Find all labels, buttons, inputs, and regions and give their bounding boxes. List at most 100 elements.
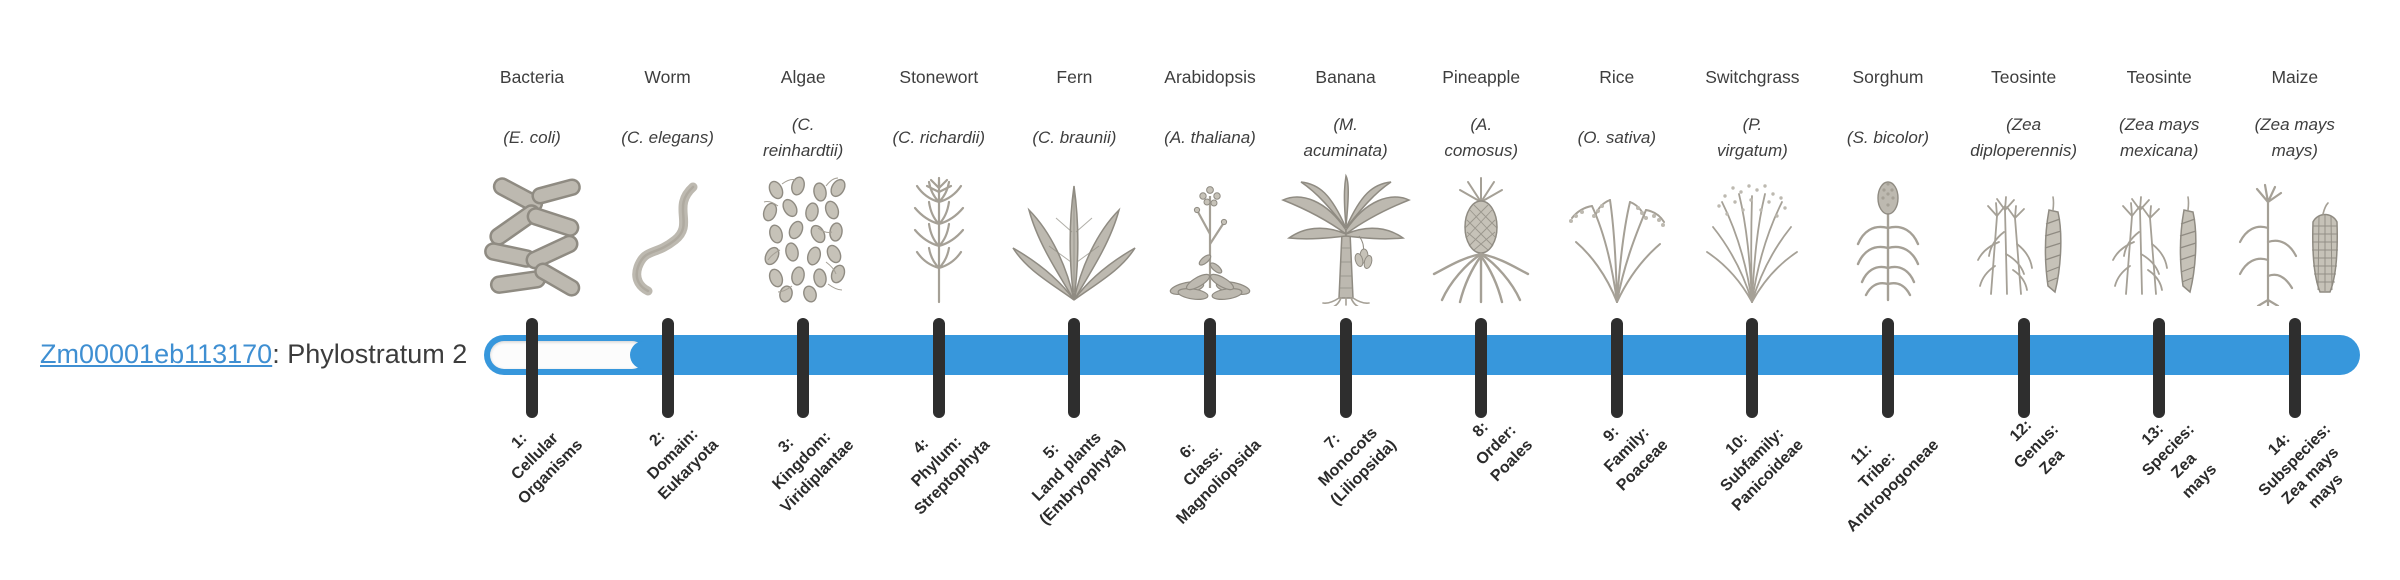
stratum-label-anchor: 1: Cellular Organisms [302, 404, 587, 508]
stratum-label: 8: Order: Poales [1469, 418, 1536, 486]
organism-common-name: Stonewort [899, 67, 979, 87]
timeline-tick [661, 318, 674, 418]
organism-scientific-name: (E. coli) [503, 128, 561, 147]
organism-column: Banana (M. acuminata) [1271, 62, 1421, 306]
teosinte-icon [1949, 172, 2099, 306]
rice-icon [1542, 172, 1692, 306]
organism-column: Sorghum (S. bicolor) [1813, 62, 1963, 306]
stratum-label: 13: Species: Zea mays [2139, 420, 2221, 502]
timeline-tick [526, 318, 538, 418]
organism-common-name: Teosinte [1991, 67, 2057, 87]
stratum-label: 14: Subspecies: Zea mays mays [2255, 420, 2347, 512]
timeline-tick [1746, 318, 1759, 418]
organism-common-name: Arabidopsis [1164, 67, 1256, 87]
organism-common-name: Banana [1315, 67, 1376, 87]
stratum-label: 11: Tribe: Andropogoneae [1843, 436, 1943, 536]
phylostratum-text: : Phylostratum 2 [272, 339, 468, 369]
organism-column: Teosinte (Zea diploperennis) [1949, 62, 2099, 306]
stratum-label-anchor: 14: Subspecies: Zea mays mays [2065, 404, 2346, 512]
stratum-label: 4: Phylum: Streptophyta [908, 433, 994, 519]
stratum-label: 9: Family: Poaceae [1600, 423, 1672, 495]
stratum-label-anchor: 13: Species: Zea mays [1929, 404, 2220, 502]
maize-icon [2220, 172, 2370, 306]
fern-icon [999, 172, 1149, 306]
teosinte-icon [2084, 172, 2234, 306]
timeline-tick [1475, 318, 1488, 418]
stratum-label-anchor: 6: Class: Magnoliopsida [980, 404, 1264, 528]
organism-common-name: Sorghum [1852, 67, 1924, 87]
organism-common-name: Teosinte [2126, 67, 2192, 87]
organism-scientific-name: (C. reinhardtii) [763, 115, 844, 160]
gene-phylostratum-label: Zm00001eb113170: Phylostratum 2 [40, 337, 467, 371]
stratum-label: 2: Domain: Eukaryota [644, 425, 723, 504]
stratum-label: 6: Class: Magnoliopsida [1173, 436, 1265, 528]
organism-scientific-name: (S. bicolor) [1846, 128, 1930, 147]
organism-common-name: Bacteria [499, 67, 565, 87]
stratum-label: 5: Land plants (Embryophyta) [1029, 429, 1129, 529]
organism-scientific-name: (A. thaliana) [1164, 128, 1256, 147]
organism-scientific-name: (C. braunii) [1032, 128, 1117, 147]
organism-common-name: Algae [780, 67, 826, 87]
organism-column: Arabidopsis (A. thaliana) [1135, 62, 1285, 306]
organism-common-name: Pineapple [1442, 67, 1521, 87]
worm-icon [593, 172, 743, 306]
stratum-label-anchor: 8: Order: Poales [1251, 404, 1535, 485]
stratum-label-anchor: 5: Land plants (Embryophyta) [844, 404, 1129, 528]
stratum-label-anchor: 11: Tribe: Andropogoneae [1658, 404, 1943, 536]
timeline-tick [1882, 318, 1894, 418]
organism-column: Stonewort (C. richardii) [864, 62, 1014, 306]
timeline-tick [2017, 318, 2030, 418]
stratum-label-anchor: 4: Phylum: Streptophyta [709, 404, 994, 519]
stratum-label-anchor: 12: Genus: Zea [1794, 404, 2068, 478]
stratum-label: 7: Monocots (Liliopsida) [1315, 424, 1401, 509]
stratum-label: 12: Genus: Zea [2007, 416, 2069, 478]
gene-link[interactable]: Zm00001eb113170 [40, 339, 273, 369]
organism-column: Fern (C. braunii) [999, 62, 1149, 306]
stratum-label: 3: Kingdom: Viridiplantae [769, 428, 858, 517]
pineapple-icon [1406, 172, 1556, 306]
stratum-label: 10: Subfamily: Panicoideae [1717, 425, 1807, 515]
organism-column: Worm (C. elegans) [593, 62, 743, 306]
bacteria-icon [457, 172, 607, 306]
organism-scientific-name: (A. comosus) [1444, 115, 1519, 160]
organism-scientific-name: (P. virgatum) [1716, 115, 1788, 160]
organism-common-name: Rice [1599, 67, 1635, 87]
timeline-bar [484, 335, 2360, 375]
timeline-tick [1610, 318, 1623, 418]
switchgrass-icon [1677, 172, 1827, 306]
stratum-label-anchor: 7: Monocots (Liliopsida) [1116, 404, 1400, 508]
organism-scientific-name: (Zea mays mexicana) [2119, 115, 2200, 160]
organism-scientific-name: (Zea diploperennis) [1970, 115, 2077, 160]
organism-common-name: Switchgrass [1705, 67, 1800, 87]
organism-column: Pineapple (A. comosus) [1406, 62, 1556, 306]
organism-common-name: Maize [2271, 67, 2319, 87]
organism-column: Maize (Zea mays mays) [2220, 62, 2370, 306]
sorghum-icon [1813, 172, 1963, 306]
organism-scientific-name: (M. acuminata) [1303, 115, 1388, 160]
organism-scientific-name: (C. richardii) [892, 128, 986, 147]
timeline-tick [2153, 318, 2166, 418]
organism-column: Teosinte (Zea mays mexicana) [2084, 62, 2234, 306]
stratum-label-anchor: 10: Subfamily: Panicoideae [1522, 404, 1807, 515]
stratum-label-anchor: 3: Kingdom: Viridiplantae [573, 404, 858, 516]
stratum-label-anchor: 2: Domain: Eukaryota [438, 404, 723, 504]
timeline-tick [797, 318, 810, 418]
organism-column: Algae (C. reinhardtii) [728, 62, 878, 306]
organism-common-name: Worm [644, 67, 691, 87]
stratum-label-anchor: 9: Family: Poaceae [1387, 404, 1671, 494]
timeline-tick [2288, 318, 2301, 418]
organism-column: Rice (O. sativa) [1542, 62, 1692, 306]
arabidopsis-icon [1135, 172, 1285, 306]
timeline-tick [1068, 318, 1081, 418]
banana-icon [1271, 172, 1421, 306]
organism-column: Bacteria (E. coli) [457, 62, 607, 306]
organism-common-name: Fern [1056, 67, 1093, 87]
timeline-tick [1339, 318, 1352, 418]
unfilled-track [490, 341, 646, 369]
timeline-tick [1204, 318, 1216, 418]
organism-scientific-name: (Zea mays mays) [2254, 115, 2335, 160]
algae-icon [728, 172, 878, 306]
stratum-label: 1: Cellular Organisms [508, 429, 587, 508]
fill-start-cap [630, 341, 652, 369]
